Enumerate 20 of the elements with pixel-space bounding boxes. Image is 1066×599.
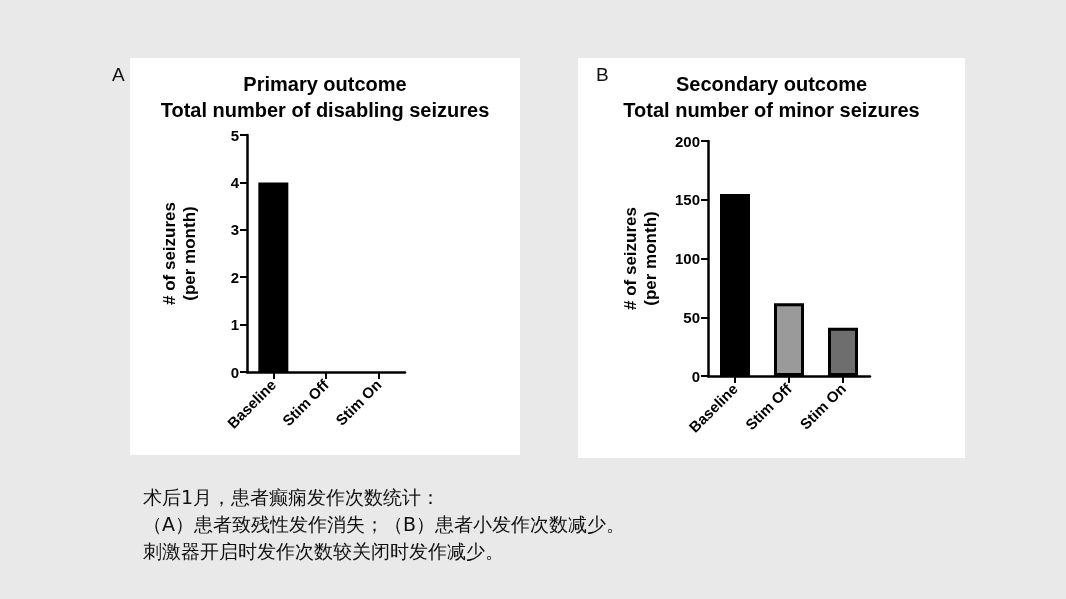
text: 术后1月，患者癫痫发作次数统计： [143,485,442,510]
y-tick-label: 150 [674,191,700,209]
y-tick-label: 3 [230,221,239,239]
text: A [112,64,125,86]
y-tick-label: 5 [230,126,239,144]
text: B [596,64,609,86]
text: （A）患者致残性发作消失；（B）患者小发作次数减少。 [143,512,626,537]
y-tick-label: 50 [683,308,700,326]
y-tick-label: 1 [230,316,239,334]
y-tick-label: 0 [230,363,239,381]
y-tick-label: 2 [230,268,239,286]
y-axis-title: # of seizures (per month) [159,202,199,305]
y-tick-label: 100 [674,250,700,267]
chart-title: Primary outcome Total number of disabling seizures [160,73,490,121]
y-tick-label: 200 [674,132,700,150]
y-axis-title: # of seizures (per month) [620,207,660,310]
y-tick-label: 4 [230,173,240,191]
text: 刺激器开启时发作次数较关闭时发作减少。 [143,539,505,564]
y-tick-label: 0 [691,367,700,385]
chart-title: Secondary outcome Total number of minor seizures [623,73,920,121]
